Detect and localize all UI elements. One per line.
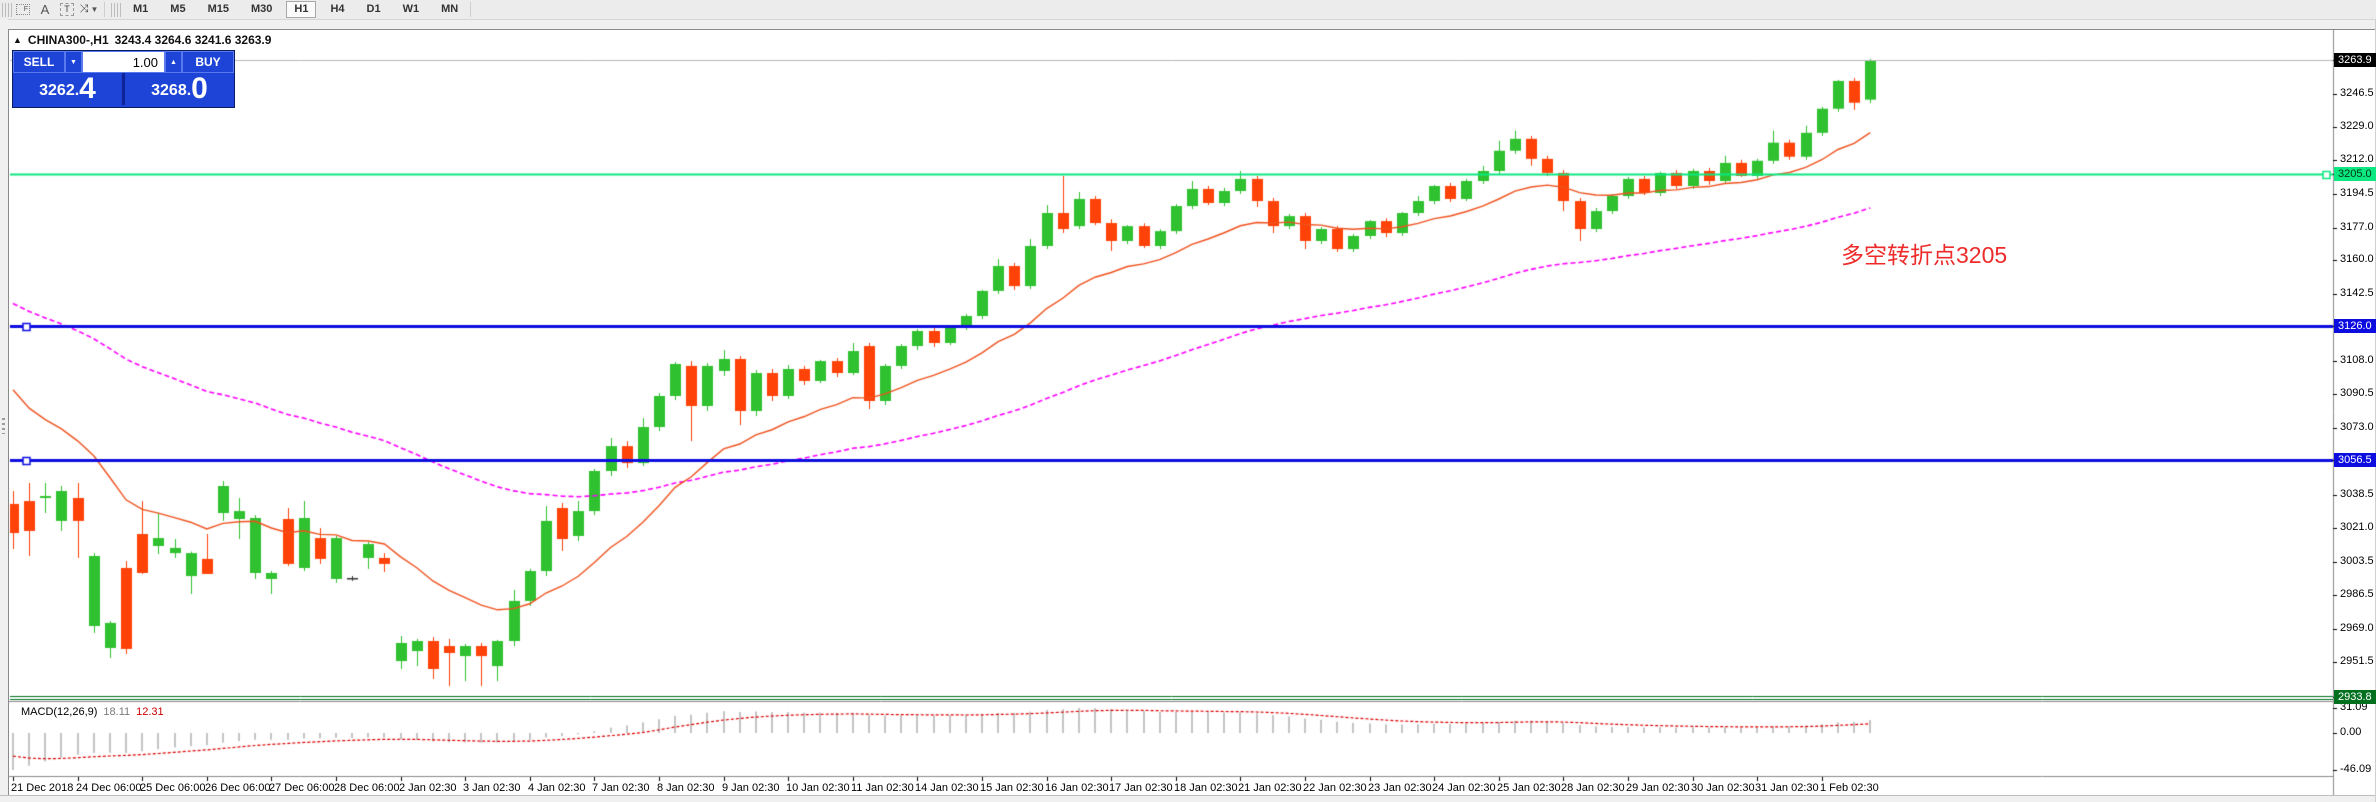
hline-price-label: 2933.8 [2334, 690, 2376, 704]
price-axis-label: 3177.0 [2340, 221, 2374, 233]
price-axis-label: 3229.0 [2340, 120, 2374, 132]
splitter-handle[interactable] [2, 418, 5, 434]
price-axis-label: 3142.5 [2340, 287, 2374, 299]
time-axis-label: 10 Jan 02:30 [786, 782, 850, 794]
time-axis-label: 26 Dec 06:00 [205, 782, 271, 794]
price-axis-label: 3073.0 [2340, 421, 2374, 433]
bottom-window-edge [0, 795, 2376, 802]
top-toolbar: F A T ⤨ ▼ M1 M5 M15 M30 H1 H4 D1 W1 MN [0, 0, 2376, 20]
time-axis-label: 2 Jan 02:30 [399, 782, 457, 794]
time-axis-label: 14 Jan 02:30 [915, 782, 979, 794]
time-axis-label: 25 Dec 06:00 [140, 782, 206, 794]
time-axis-label: 22 Jan 02:30 [1303, 782, 1367, 794]
symbol-timeframe: CHINA300-,H1 [27, 33, 109, 47]
sell-button[interactable]: SELL [13, 51, 65, 73]
timeframe-D1[interactable]: D1 [366, 3, 381, 15]
dropdown-caret-icon[interactable]: ▼ [90, 5, 99, 14]
time-axis-label: 8 Jan 02:30 [657, 782, 715, 794]
timeframe-M30[interactable]: M30 [250, 3, 273, 15]
buy-button[interactable]: BUY [182, 51, 234, 73]
hline-price-label: 3056.5 [2334, 453, 2376, 467]
chart-annotation-text: 多空转折点3205 [1841, 242, 2008, 268]
timeframe-M5[interactable]: M5 [170, 3, 186, 15]
macd-axis-label: 31.09 [2340, 701, 2368, 713]
toolbar-separator [470, 2, 472, 17]
macd-indicator-label: MACD(12,26,9) 18.11 12.31 [21, 706, 164, 718]
timeframe-M1[interactable]: M1 [133, 3, 149, 15]
time-axis-label: 28 Dec 06:00 [334, 782, 400, 794]
time-axis-label: 21 Dec 2018 [11, 782, 74, 794]
price-axis-label: 3090.5 [2340, 387, 2374, 399]
time-axis-label: 4 Jan 02:30 [528, 782, 586, 794]
time-axis-label: 18 Jan 02:30 [1174, 782, 1238, 794]
time-axis-label: 1 Feb 02:30 [1820, 782, 1879, 794]
ohlc-values: 3243.4 3264.6 3241.6 3263.9 [114, 33, 272, 47]
timeframe-MN[interactable]: MN [441, 3, 459, 15]
timeframe-M15[interactable]: M15 [207, 3, 229, 15]
left-window-edge [0, 19, 8, 802]
timeframe-H1[interactable]: H1 [286, 1, 317, 18]
macd-axis-label: 0.00 [2340, 726, 2362, 738]
price-axis-label: 3108.0 [2340, 354, 2374, 366]
cursor-arrows-icon[interactable]: ⤨ ▼ [79, 3, 99, 15]
time-axis-label: 9 Jan 02:30 [722, 782, 780, 794]
price-axis-label: 3160.0 [2340, 253, 2374, 265]
panel-collapse-icon[interactable]: ▲ [13, 35, 22, 45]
volume-input[interactable]: 1.00 [82, 51, 165, 73]
time-axis-label: 15 Jan 02:30 [980, 782, 1044, 794]
time-axis-label: 16 Jan 02:30 [1045, 782, 1109, 794]
price-axis-label: 3246.5 [2340, 87, 2374, 99]
time-axis-label: 21 Jan 02:30 [1238, 782, 1302, 794]
toolbar-drag-handle[interactable] [111, 2, 121, 17]
price-axis-label: 3003.5 [2340, 555, 2374, 567]
price-axis-label: 2986.5 [2340, 588, 2374, 600]
volume-stepper-down[interactable]: ▼ [65, 51, 82, 73]
current-price-label: 3263.9 [2334, 53, 2376, 67]
price-axis-label: 3194.5 [2340, 187, 2374, 199]
time-axis-label: 28 Jan 02:30 [1561, 782, 1625, 794]
time-axis-label: 17 Jan 02:30 [1109, 782, 1173, 794]
indicators-grid-icon[interactable]: F [12, 1, 34, 18]
buy-price[interactable]: 3268. 0 [122, 73, 234, 105]
one-click-trade-panel: SELL ▼ 1.00 ▲ BUY 3262. 4 3268. 0 [12, 50, 235, 108]
time-axis-label: 11 Jan 02:30 [851, 782, 914, 794]
time-axis-label: 31 Jan 02:30 [1755, 782, 1819, 794]
hline-price-label: 3126.0 [2334, 319, 2376, 333]
price-axis-label: 3038.5 [2340, 488, 2374, 500]
toolbar-drag-handle[interactable] [2, 2, 12, 17]
time-axis-label: 27 Dec 06:00 [269, 782, 335, 794]
volume-stepper-up[interactable]: ▲ [165, 51, 182, 73]
hline-price-label: 3205.0 [2334, 167, 2376, 181]
text-label-icon[interactable]: A [40, 2, 50, 17]
time-axis-label: 23 Jan 02:30 [1368, 782, 1432, 794]
time-axis-label: 29 Jan 02:30 [1626, 782, 1690, 794]
chart-canvas[interactable] [9, 30, 2376, 795]
time-axis-label: 30 Jan 02:30 [1691, 782, 1755, 794]
sell-price[interactable]: 3262. 4 [39, 72, 96, 105]
price-axis-label: 2951.5 [2340, 655, 2374, 667]
chart-window: ▲ CHINA300-,H1 3243.4 3264.6 3241.6 3263… [8, 29, 2376, 796]
time-axis-label: 25 Jan 02:30 [1497, 782, 1561, 794]
timeframe-group: M1 M5 M15 M30 H1 H4 D1 W1 MN [125, 1, 466, 18]
chart-title: ▲ CHINA300-,H1 3243.4 3264.6 3241.6 3263… [13, 33, 271, 47]
time-axis-label: 24 Dec 06:00 [76, 782, 142, 794]
toolbar-separator [104, 2, 105, 17]
price-axis-label: 2969.0 [2340, 622, 2374, 634]
price-axis-label: 3212.0 [2340, 153, 2374, 165]
time-axis-label: 24 Jan 02:30 [1432, 782, 1496, 794]
time-axis-label: 3 Jan 02:30 [463, 782, 521, 794]
timeframe-W1[interactable]: W1 [402, 3, 420, 15]
timeframe-H4[interactable]: H4 [330, 3, 345, 15]
text-box-icon[interactable]: T [56, 1, 78, 18]
time-axis-label: 7 Jan 02:30 [592, 782, 650, 794]
price-axis-label: 3021.0 [2340, 521, 2374, 533]
macd-axis-label: -46.09 [2340, 763, 2372, 775]
